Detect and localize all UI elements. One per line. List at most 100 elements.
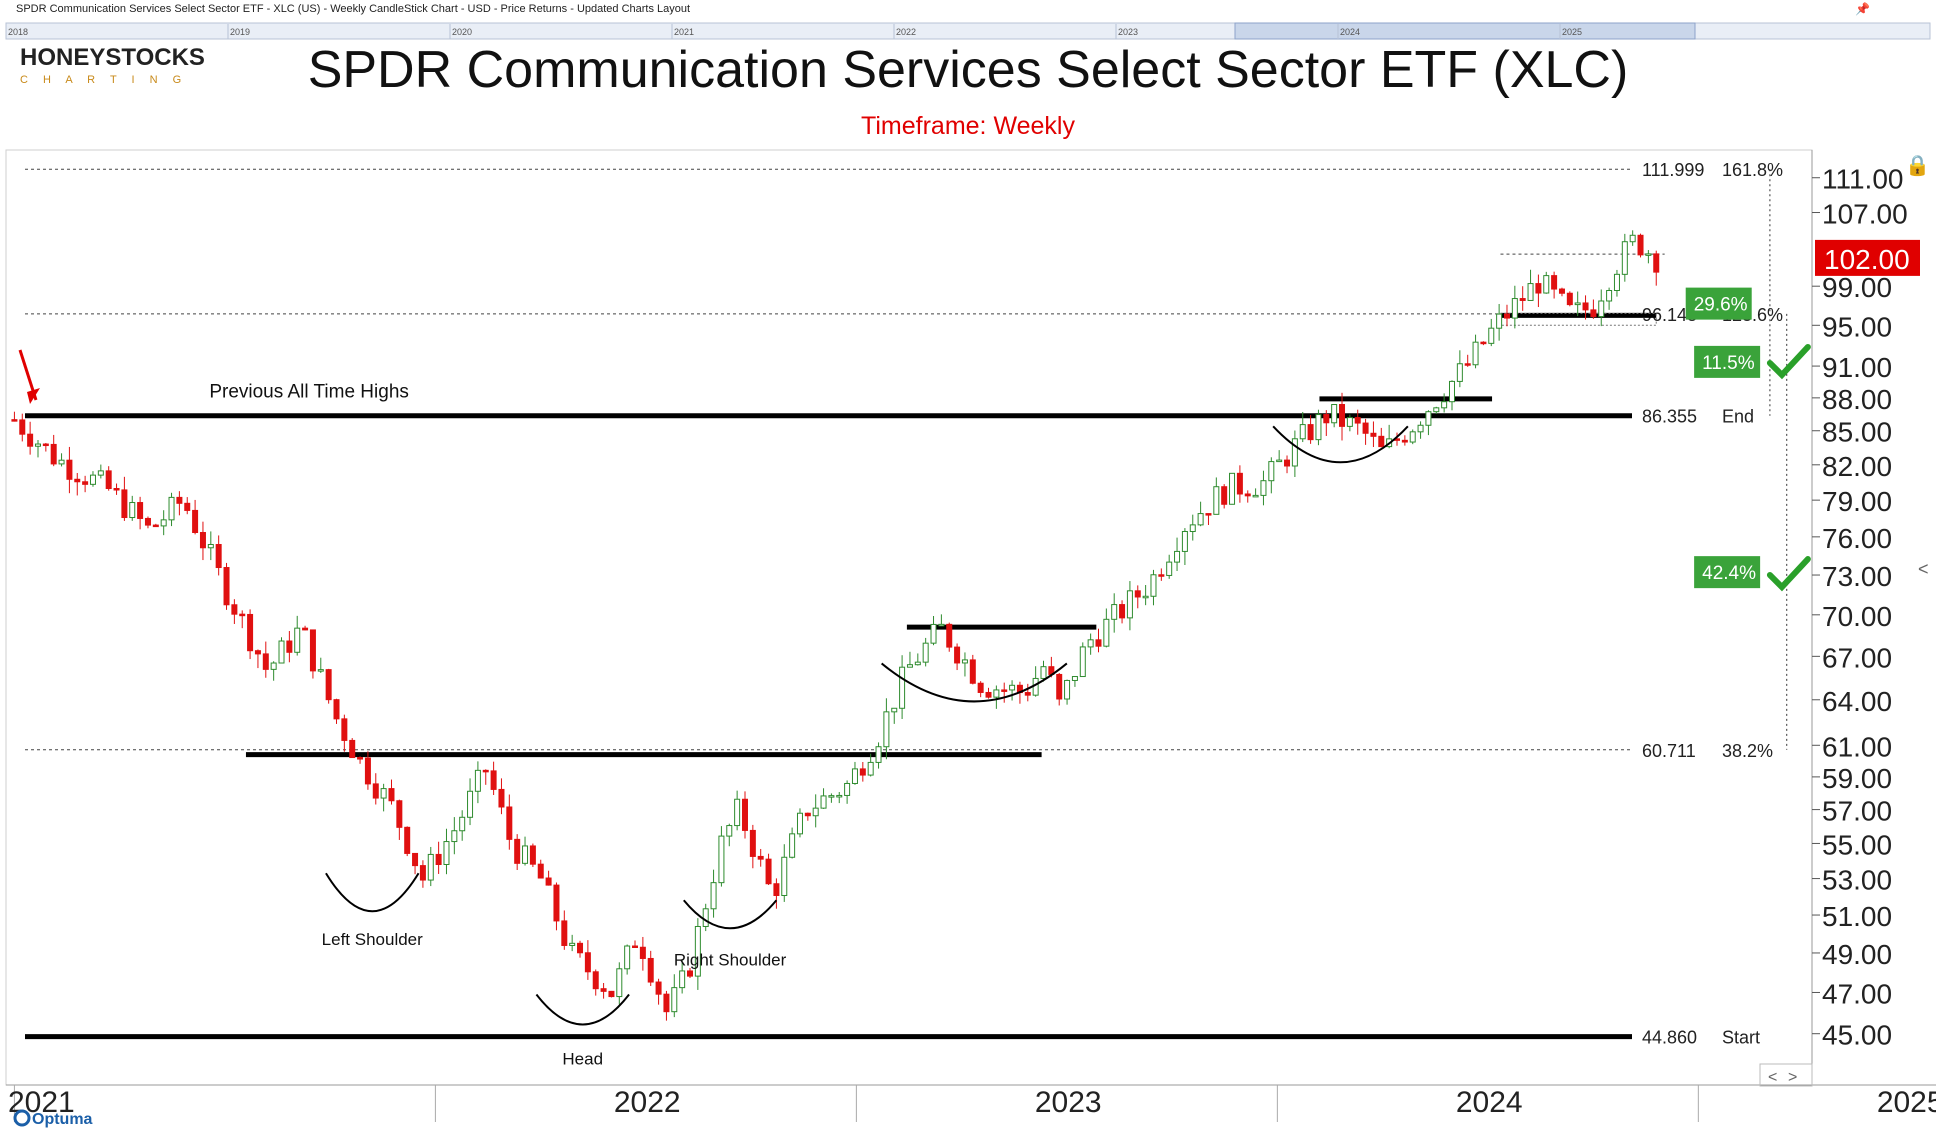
candle-body: [1189, 524, 1196, 533]
scroll-right-button: >: [1788, 1069, 1797, 1086]
candle-body: [325, 669, 332, 701]
left-shoulder-label: Left Shoulder: [322, 930, 423, 949]
candle-body: [364, 757, 371, 785]
y-tick-label: 49.00: [1822, 939, 1892, 970]
candle-body: [694, 925, 701, 977]
y-tick-label: 64.00: [1822, 686, 1892, 717]
candle-body: [710, 882, 717, 910]
candle-body: [1613, 273, 1620, 292]
candle-body: [773, 883, 780, 896]
candle-body: [459, 816, 466, 832]
candle-body: [537, 863, 544, 879]
candle-body: [27, 433, 34, 447]
candle-body: [1637, 234, 1644, 256]
candle-body: [1480, 341, 1487, 345]
candle-body: [1645, 253, 1652, 256]
candle-body: [883, 711, 890, 748]
left-shoulder-arc: [325, 872, 420, 912]
candle-body: [812, 807, 819, 817]
chart-area[interactable]: 111.999 161.8% 96.148 123.6% 86.355 End 60.711…: [0, 146, 1936, 1130]
gain-box-label: 29.6%: [1694, 295, 1748, 316]
candle-body: [522, 845, 529, 864]
y-tick-label: 53.00: [1822, 865, 1892, 896]
candle-body: [836, 794, 843, 798]
candle-body: [1519, 298, 1526, 301]
optuma-brand: Optuma: [32, 1111, 93, 1128]
candle-body: [309, 629, 316, 672]
candle-body: [1543, 275, 1550, 294]
candle-body: [1488, 327, 1495, 344]
candle-body: [1221, 486, 1228, 505]
candle-body: [1268, 461, 1275, 482]
candle-body: [914, 661, 921, 666]
candle-body: [1425, 411, 1432, 426]
scroll-left-button: <: [1768, 1069, 1777, 1086]
y-tick-label: 47.00: [1822, 978, 1892, 1009]
candle-body: [231, 604, 238, 615]
candle-body: [765, 858, 772, 885]
candle-body: [1629, 234, 1636, 243]
candle-body: [1229, 472, 1236, 505]
candle-body: [1056, 673, 1063, 700]
candle-body: [1079, 646, 1086, 678]
candle-body: [66, 459, 73, 480]
candle-body: [404, 826, 411, 854]
check-icon: [1766, 556, 1811, 592]
candle-body: [592, 971, 599, 990]
y-tick-label: 85.00: [1822, 417, 1892, 448]
candle-body: [851, 768, 858, 784]
y-tick-label: 79.00: [1822, 486, 1892, 517]
scroll-buttons-frame: [1759, 1063, 1813, 1087]
candle-body: [474, 769, 481, 792]
candle-body: [734, 798, 741, 827]
candle-body: [663, 993, 670, 1013]
candle-body: [137, 502, 144, 519]
candle-body: [741, 798, 748, 831]
lock-icon: 🔒: [1905, 155, 1930, 177]
candle-body: [1103, 618, 1110, 647]
level-label: End: [1722, 407, 1754, 427]
price-chart[interactable]: 111.999 161.8%96.148 123.6%86.355 End60.711…: [0, 146, 1936, 1130]
level-value: 111.999: [1642, 160, 1704, 180]
candle-body: [1354, 417, 1361, 424]
candle-body: [82, 481, 89, 485]
candle-body: [1087, 639, 1094, 648]
candle-body: [1441, 401, 1448, 409]
collapse-panel-icon: <: [1918, 559, 1929, 579]
y-tick-label: 107.00: [1822, 199, 1908, 230]
nav-year-label: 2019: [230, 27, 250, 37]
level-label: 161.8%: [1722, 160, 1783, 180]
candle-body: [1409, 431, 1416, 443]
candle-body: [121, 489, 128, 519]
optuma-logo-icon: [13, 1109, 31, 1127]
y-tick-label: 82.00: [1822, 451, 1892, 482]
candle-body: [443, 841, 450, 865]
candle-body: [1339, 404, 1346, 427]
navigator-strip[interactable]: 2018 2019 2020 2021 2022 2023 2024 2025: [0, 22, 1936, 42]
candle-body: [718, 835, 725, 884]
last-price-label: 102.00: [1824, 244, 1910, 275]
candle-body: [820, 795, 827, 809]
candle-body: [184, 502, 191, 511]
candle-body: [1362, 422, 1369, 434]
candle-body: [906, 664, 913, 668]
candle-body: [954, 646, 961, 664]
logo-subtext: C H A R T I N G: [20, 74, 188, 86]
pin-icon[interactable]: 📌: [1855, 2, 1870, 16]
candle-body: [977, 682, 984, 693]
candle-body: [867, 761, 874, 776]
candle-body: [1606, 290, 1613, 302]
y-tick-label: 59.00: [1822, 763, 1892, 794]
candle-body: [317, 669, 324, 672]
nav-year-label: 2022: [896, 27, 916, 37]
gain-box: [1694, 556, 1761, 589]
candle-body: [278, 640, 285, 664]
candle-body: [993, 689, 1000, 698]
candle-body: [372, 783, 379, 799]
candle-body: [42, 443, 49, 447]
candle-body: [1574, 302, 1581, 306]
candle-body: [97, 470, 104, 476]
candle-body: [144, 517, 151, 526]
candle-body: [199, 532, 206, 549]
candle-body: [529, 845, 536, 865]
